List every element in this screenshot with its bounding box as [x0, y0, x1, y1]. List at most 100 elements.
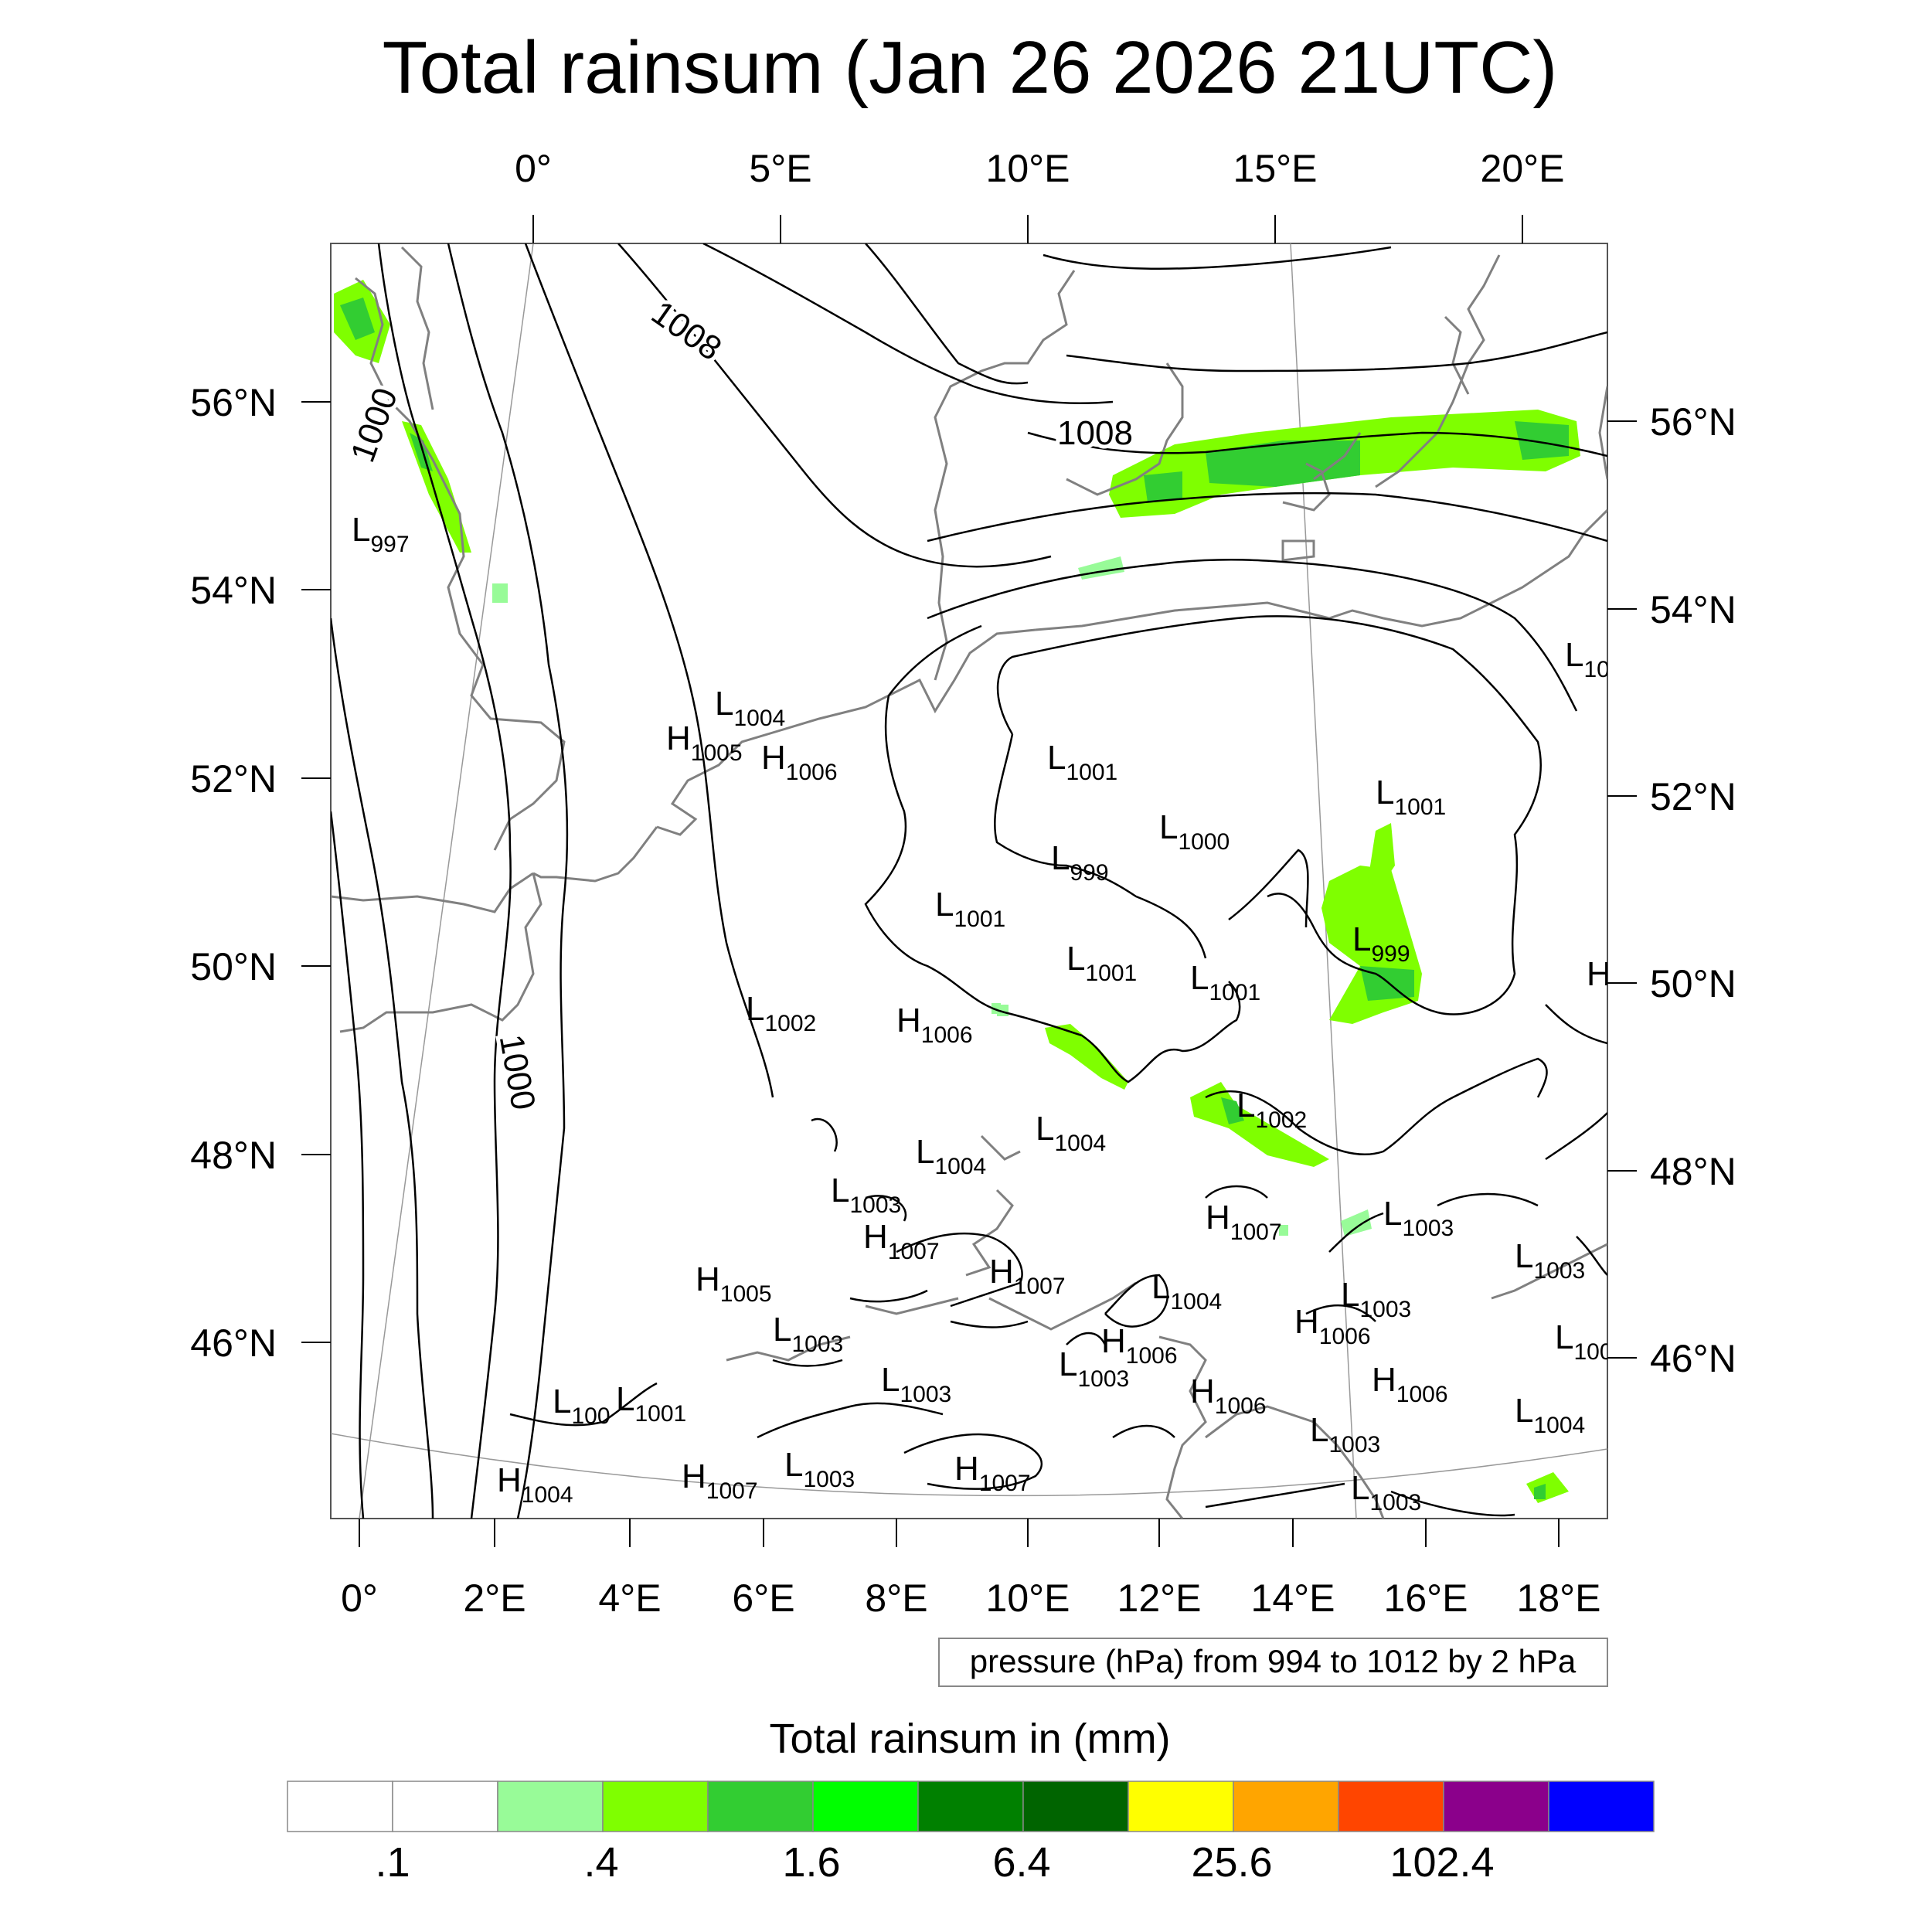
left-latitude-labels: 56°N 54°N 52°N 50°N 48°N 46°N: [190, 381, 277, 1365]
low-pressure-label: L1001: [1376, 774, 1446, 820]
pressure-center-value: 1005: [720, 1281, 772, 1307]
pressure-center-letter: H: [1587, 955, 1611, 993]
pressure-center-value: 1003: [791, 1332, 843, 1357]
colorbar-labels: .1 .4 1.6 6.4 25.6 102.4: [375, 1839, 1494, 1886]
low-pressure-label: L1002: [746, 990, 816, 1036]
pressure-center-value: 1006: [786, 760, 838, 785]
low-pressure-label: L999: [1051, 839, 1109, 886]
low-pressure-label: L1000: [1159, 808, 1230, 855]
pressure-center-letter: H: [1101, 1322, 1126, 1360]
top-lon-label: 10°E: [986, 147, 1070, 190]
low-pressure-label: L1003: [773, 1311, 843, 1357]
low-pressure-label: L1001: [616, 1380, 686, 1427]
low-pressure-label: L1003: [831, 1172, 901, 1218]
colorbar: [287, 1781, 1655, 1832]
colorbar-swatch: [917, 1781, 1024, 1832]
colorbar-swatch: [602, 1781, 709, 1832]
low-pressure-label: L1004: [1036, 1110, 1106, 1156]
high-pressure-label: H1007: [1206, 1199, 1282, 1245]
rain-fields: [334, 280, 1580, 1503]
low-pressure-label: L999: [1352, 920, 1410, 967]
colorbar-title: Total rainsum in (mm): [769, 1716, 1170, 1762]
pressure-center-value: 1006: [921, 1022, 973, 1048]
colorbar-swatch: [1443, 1781, 1549, 1832]
pressure-center-letter: L: [1376, 774, 1394, 811]
pressure-center-value: 1007: [1230, 1219, 1282, 1245]
pressure-center-letter: H: [497, 1461, 522, 1499]
low-pressure-label: L1003: [784, 1446, 855, 1492]
pressure-center-letter: L: [352, 511, 370, 549]
pressure-center-letter: L: [1159, 808, 1178, 846]
pressure-center-value: 1004: [733, 706, 785, 731]
pressure-center-value: 1001: [634, 1401, 686, 1427]
pressure-center-value: 1003: [1369, 1490, 1421, 1515]
high-pressure-label: H1006: [1294, 1303, 1371, 1349]
top-lon-label: 20°E: [1481, 147, 1565, 190]
pressure-center-value: 1001: [954, 906, 1005, 932]
colorbar-swatch: [812, 1781, 919, 1832]
pressure-center-letter: L: [1036, 1110, 1054, 1148]
pressure-center-value: 997: [370, 532, 409, 557]
left-lat-label: 52°N: [190, 757, 277, 801]
pressure-center-letter: L: [1151, 1268, 1170, 1306]
low-pressure-label: L997: [352, 511, 410, 557]
bottom-lon-label: 2°E: [463, 1577, 526, 1620]
pressure-center-letter: H: [896, 1002, 921, 1039]
high-pressure-label: H1005: [696, 1260, 772, 1307]
low-pressure-label: L1002: [1236, 1087, 1307, 1133]
high-pressure-label: H1004: [497, 1461, 573, 1508]
pressure-center-letter: L: [553, 1383, 571, 1420]
pressure-center-letter: H: [1206, 1199, 1230, 1236]
pressure-center-letter: L: [1190, 959, 1209, 997]
bottom-lon-label: 16°E: [1384, 1577, 1468, 1620]
colorbar-swatch: [1128, 1781, 1234, 1832]
pressure-center-letter: L: [1047, 739, 1066, 777]
pressure-center-value: 1006: [1126, 1343, 1178, 1369]
pressure-center-value: 999: [1070, 860, 1108, 886]
pressure-center-value: 1000: [1178, 829, 1230, 855]
low-pressure-label: L1003: [1310, 1411, 1380, 1458]
top-longitude-labels: 0° 5°E 10°E 15°E 20°E: [515, 147, 1564, 190]
pressure-center-letter: H: [1294, 1303, 1319, 1341]
right-lat-label: 56°N: [1650, 400, 1736, 444]
low-pressure-label: L1001: [1047, 739, 1117, 785]
contour-info-box: [938, 1638, 1608, 1687]
pressure-center-letter: L: [881, 1361, 900, 1399]
axis-ticks: [301, 215, 1637, 1547]
pressure-center-value: 1001: [1209, 980, 1260, 1005]
pressure-center-value: 1004: [522, 1482, 573, 1508]
top-lon-label: 5°E: [749, 147, 811, 190]
low-pressure-label: L1003: [1383, 1195, 1454, 1241]
pressure-center-value: 1003: [900, 1382, 951, 1407]
pressure-center-value: 1004: [1533, 1413, 1585, 1438]
bottom-lon-label: 6°E: [732, 1577, 794, 1620]
low-pressure-label: L1004: [1151, 1268, 1222, 1315]
colorbar-label: .4: [583, 1839, 618, 1886]
pressure-center-letter: L: [616, 1380, 634, 1418]
high-pressure-label: H1006: [1101, 1322, 1178, 1369]
pressure-center-value: 1003: [1077, 1366, 1129, 1392]
low-pressure-label: L10: [1565, 636, 1610, 682]
high-pressure-label: H: [1587, 955, 1611, 993]
pressure-center-letter: H: [863, 1218, 888, 1256]
low-pressure-label: L1003: [881, 1361, 951, 1407]
top-lon-label: 0°: [515, 147, 552, 190]
pressure-center-value: 1003: [1402, 1216, 1454, 1241]
pressure-center-value: 1001: [1066, 760, 1117, 785]
left-lat-label: 48°N: [190, 1134, 277, 1177]
low-pressure-label: L100: [1555, 1318, 1613, 1365]
low-pressure-label: L1003: [1515, 1237, 1585, 1284]
pressure-center-letter: L: [1066, 940, 1085, 978]
pressure-center-letter: L: [784, 1446, 803, 1484]
colorbar-swatch: [1022, 1781, 1129, 1832]
pressure-center-letter: L: [1051, 839, 1070, 877]
right-lat-label: 54°N: [1650, 588, 1736, 631]
pressure-center-letter: H: [954, 1450, 979, 1488]
pressure-center-letter: L: [916, 1133, 934, 1171]
map-title: Total rainsum (Jan 26 2026 21UTC): [383, 26, 1558, 109]
pressure-center-letter: L: [1565, 636, 1583, 674]
pressure-center-letter: L: [1351, 1469, 1369, 1507]
right-lat-label: 46°N: [1650, 1337, 1736, 1380]
